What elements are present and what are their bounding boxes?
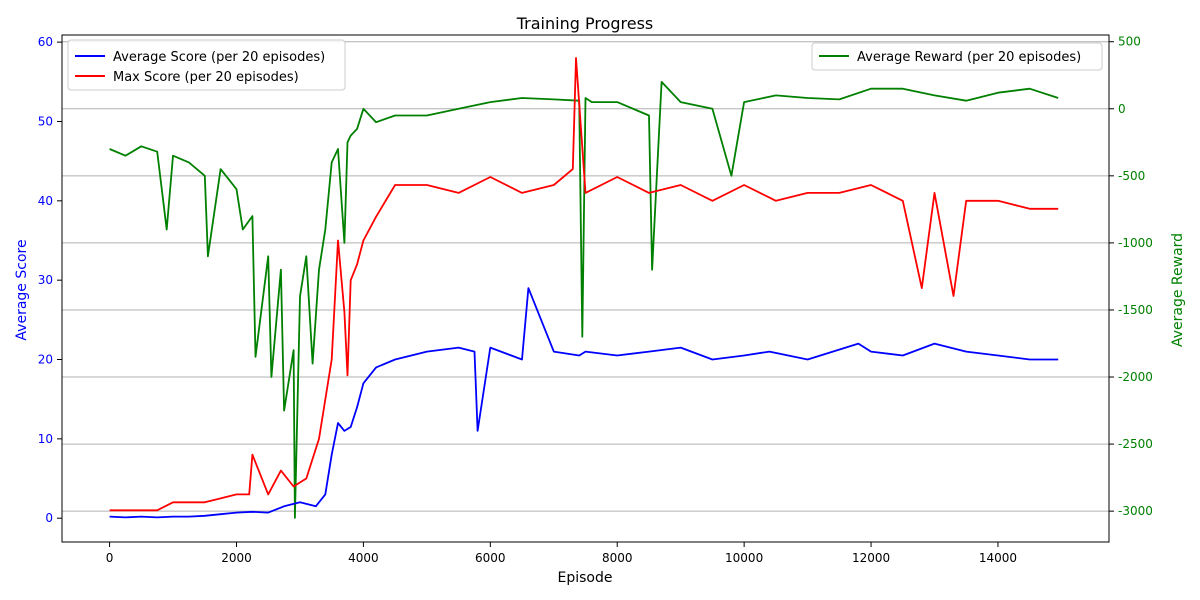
x-tick-label: 2000 <box>221 551 252 565</box>
y-axis-label-left: Average Score <box>14 239 30 340</box>
legend-right: Average Reward (per 20 episodes) <box>811 42 1103 71</box>
max-score-line <box>109 57 1059 512</box>
axis-layer: 0 2000 4000 6000 8000 10000 12000 14000 0 10 20 30 4… <box>38 35 1153 565</box>
y-tick-label-right: -3000 <box>1118 504 1153 518</box>
chart-title: Training Progress <box>516 14 654 33</box>
y-axis-label-right: Average Reward <box>1170 233 1186 347</box>
y-tick-label-right: -2000 <box>1118 370 1153 384</box>
x-tick-label: 8000 <box>602 551 633 565</box>
x-tick-label: 4000 <box>348 551 379 565</box>
y-tick-label-left: 0 <box>45 511 53 525</box>
y-tick-label-left: 30 <box>38 273 53 287</box>
y-tick-label-right: -500 <box>1118 169 1145 183</box>
x-tick-label: 6000 <box>475 551 506 565</box>
legend-label-avg-score: Average Score (per 20 episodes) <box>113 50 325 65</box>
legend-label-avg-reward: Average Reward (per 20 episodes) <box>857 50 1081 65</box>
series-layer <box>109 57 1059 519</box>
x-tick-label: 10000 <box>725 551 763 565</box>
y-tick-label-right: 500 <box>1118 35 1141 49</box>
grid-layer <box>62 41 1109 512</box>
y-tick-label-left: 20 <box>38 353 53 367</box>
y-tick-label-left: 10 <box>38 432 53 446</box>
avg-reward-line <box>109 81 1059 519</box>
x-axis-label: Episode <box>558 570 613 586</box>
y-tick-label-left: 40 <box>38 194 53 208</box>
legend-left-box <box>67 39 346 91</box>
avg-score-line <box>109 287 1059 519</box>
legend-label-max-score: Max Score (per 20 episodes) <box>113 70 299 85</box>
plot-frame <box>61 34 1110 543</box>
x-tick-label: 0 <box>106 551 114 565</box>
x-tick-label: 12000 <box>852 551 890 565</box>
x-tick-label: 14000 <box>979 551 1017 565</box>
y-tick-label-right: 0 <box>1118 102 1126 116</box>
y-tick-label-left: 50 <box>38 114 53 128</box>
y-tick-label-right: -1500 <box>1118 303 1153 317</box>
y-tick-label-left: 60 <box>38 35 53 49</box>
y-tick-label-right: -1000 <box>1118 236 1153 250</box>
legend-left: Average Score (per 20 episodes) Max Scor… <box>67 39 346 91</box>
y-tick-label-right: -2500 <box>1118 437 1153 451</box>
legend-right-box <box>811 42 1103 71</box>
